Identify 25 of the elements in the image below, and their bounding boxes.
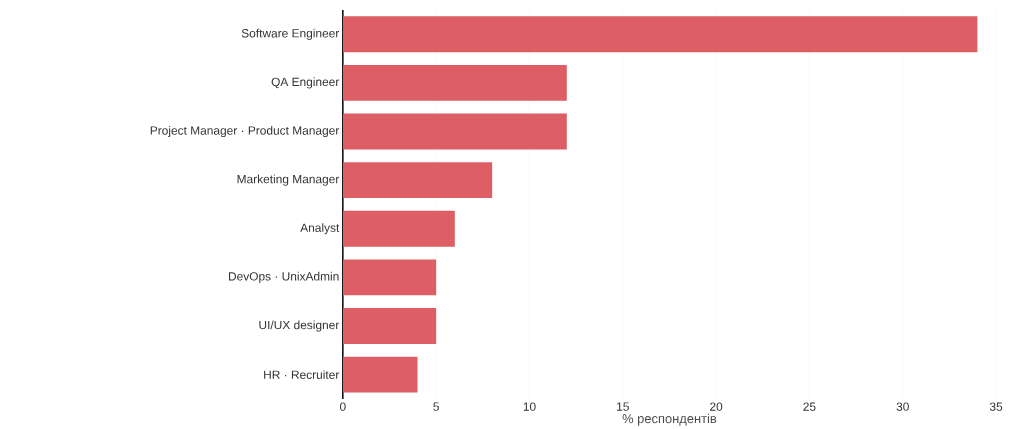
y-tick-label: Marketing Manager [237, 174, 340, 186]
bar [342, 162, 493, 199]
x-tick-label: 20 [710, 402, 723, 411]
x-tick-label: 35 [989, 402, 1003, 411]
bar [342, 64, 567, 101]
bar [342, 308, 437, 344]
bar [342, 259, 437, 296]
x-tick-label: 0 [339, 402, 346, 411]
y-tick-label: UI/UX designer [259, 320, 340, 332]
bar [342, 16, 978, 53]
y-tick-label: DevOps · UnixAdmin [229, 271, 339, 283]
y-tick-label: HR · Recruiter [264, 370, 340, 379]
x-tick-label: 30 [896, 402, 909, 411]
x-tick-label: 15 [617, 402, 629, 411]
x-axis-title: % респондентів [622, 413, 717, 426]
y-tick-label: Software Engineer [241, 28, 340, 40]
x-tick-label: 5 [433, 402, 439, 411]
x-tick-label: 25 [803, 402, 816, 411]
bar [342, 210, 455, 247]
x-tick-label: 10 [523, 402, 536, 411]
y-tick-label: Analyst [300, 223, 340, 235]
y-tick-label: Project Manager · Product Manager [150, 125, 340, 138]
bar [342, 356, 418, 393]
y-tick-label: QA Engineer [271, 77, 340, 89]
bar [342, 113, 567, 150]
